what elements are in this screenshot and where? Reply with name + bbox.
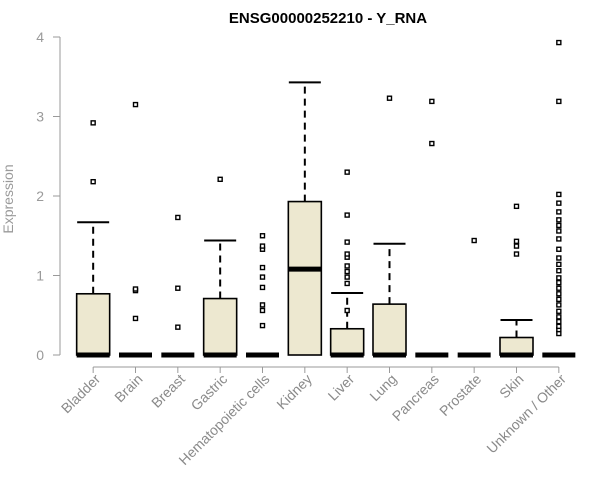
x-tick-label: Liver [325, 371, 358, 404]
outlier-point [556, 255, 562, 261]
outlier-point [556, 285, 562, 291]
y-tick-label: 0 [36, 347, 44, 363]
outlier-point [556, 200, 562, 206]
x-tick-label: Skin [496, 371, 527, 402]
axes: 0 1 2 3 4 [36, 29, 559, 368]
outlier-point [259, 322, 266, 329]
outlier-point [259, 302, 266, 308]
y-tick-label: 2 [36, 188, 44, 204]
outlier-point [259, 307, 266, 314]
box-lung [372, 95, 407, 358]
box-bladder [75, 120, 111, 358]
outlier-point [556, 236, 562, 242]
box-gastric [202, 176, 238, 358]
outlier-point [344, 169, 350, 175]
outlier-point [513, 251, 520, 257]
outlier-point [175, 214, 181, 221]
outlier-point [513, 243, 520, 249]
x-tick-label: Brain [111, 371, 145, 405]
x-tick-label: Lung [366, 371, 399, 404]
outlier-point [471, 237, 477, 244]
x-tick-label: Breast [148, 371, 188, 411]
y-tick-label: 3 [36, 109, 44, 125]
outlier-point [344, 268, 350, 275]
outlier-point [556, 98, 562, 105]
box-iqr [202, 297, 238, 356]
outlier-point [556, 222, 562, 229]
y-tick-label: 4 [36, 29, 44, 45]
outlier-point [90, 120, 96, 126]
outlier-point [556, 261, 562, 268]
outlier-point [217, 176, 223, 183]
outlier-point [259, 284, 266, 291]
outlier-point [132, 286, 139, 292]
box-kidney [287, 81, 323, 356]
box-iqr [372, 303, 407, 356]
outlier-point [556, 318, 562, 325]
box-liver [329, 169, 365, 358]
outlier-point [556, 191, 562, 198]
outlier-point [429, 98, 435, 105]
x-tick-label: Prostate [436, 371, 484, 419]
outlier-point [556, 296, 562, 303]
outlier-point [344, 212, 350, 218]
outlier-point [259, 264, 266, 271]
outlier-point [344, 307, 350, 314]
box-skin [499, 203, 534, 358]
outlier-point [429, 140, 435, 147]
outlier-point [175, 285, 181, 291]
boxes [75, 39, 576, 358]
outlier-point [513, 238, 520, 245]
box-unknown-other [542, 39, 576, 358]
outlier-point [556, 39, 562, 46]
outlier-point [344, 251, 350, 257]
outlier-point [556, 228, 562, 234]
outlier-point [132, 101, 139, 108]
x-tick-label: Bladder [58, 371, 104, 417]
box-breast [161, 214, 195, 358]
chart-title: ENSG00000252210 - Y_RNA [229, 10, 427, 27]
outlier-point [259, 233, 266, 239]
x-tick-label: Unknown / Other [483, 371, 569, 457]
outlier-point [344, 274, 350, 280]
box-hematopoietic-cells [246, 233, 279, 358]
x-tick-label: Kidney [273, 371, 315, 413]
outlier-point [90, 178, 96, 185]
outlier-point [513, 203, 520, 210]
outlier-point [556, 314, 562, 320]
box-prostate [457, 237, 491, 358]
outlier-point [344, 263, 350, 269]
outlier-point [175, 324, 181, 330]
outlier-point [556, 217, 562, 223]
outlier-point [556, 308, 562, 314]
outlier-point [386, 95, 393, 101]
y-axis-label: Expression [0, 164, 16, 233]
box-iqr [499, 336, 534, 356]
outlier-point [556, 323, 562, 330]
y-tick-label: 1 [36, 268, 44, 284]
outlier-point [556, 209, 562, 215]
outlier-point [132, 315, 139, 322]
box-pancreas [415, 98, 449, 358]
outlier-point [344, 239, 350, 245]
outlier-point [556, 246, 562, 252]
outlier-point [556, 302, 562, 308]
box-iqr [75, 292, 111, 356]
box-brain [119, 101, 152, 358]
outlier-point [556, 291, 562, 297]
outlier-point [344, 280, 350, 287]
outlier-point [259, 274, 266, 280]
outlier-point [556, 275, 562, 281]
outlier-point [556, 279, 562, 286]
outlier-point [259, 243, 266, 249]
box-iqr [287, 200, 323, 356]
outlier-point [556, 268, 562, 274]
box-iqr [329, 327, 365, 356]
x-tick-label: Pancreas [389, 371, 442, 424]
